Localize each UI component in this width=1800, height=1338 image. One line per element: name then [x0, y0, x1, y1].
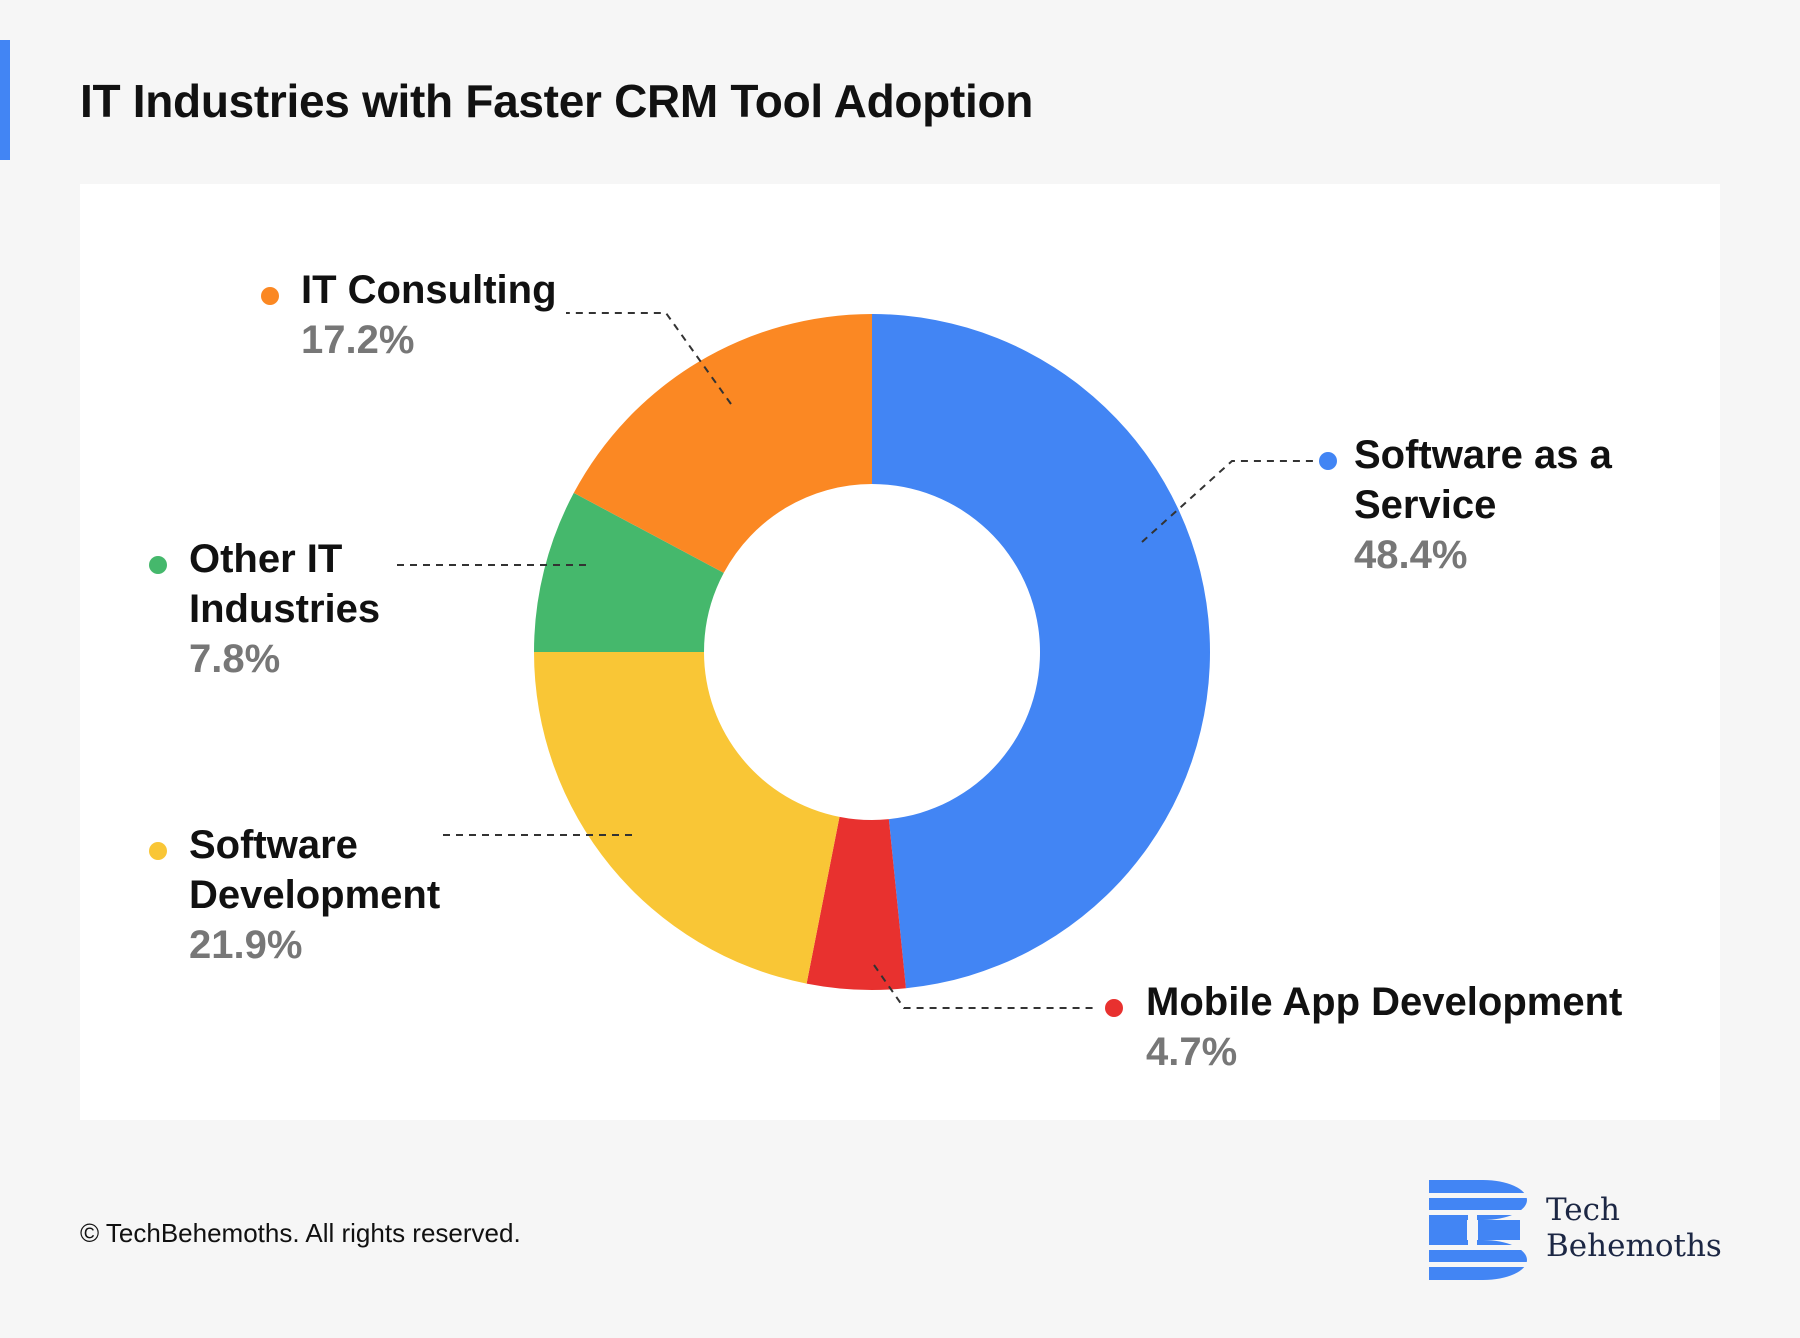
legend-label-software-as-a-service: Service	[1354, 483, 1496, 527]
data-label-software-development: 21.9%	[189, 923, 302, 967]
data-label-mobile-app-development: 4.7%	[1146, 1030, 1237, 1074]
logo-line-1: Tech	[1546, 1192, 1620, 1228]
leader-line-software-as-a-service	[1141, 460, 1314, 543]
data-label-other-it-industries: 7.8%	[189, 637, 280, 681]
legend-dot-mobile-app-development	[1105, 999, 1123, 1017]
legend-label-software-development: Software	[189, 823, 358, 867]
slice-software-as-a-service	[872, 314, 1210, 989]
slice-other-it-industries	[534, 492, 724, 652]
legend-label-software-development: Development	[189, 873, 440, 917]
leader-line-mobile-app-development	[873, 964, 1098, 1009]
slice-software-development	[534, 652, 840, 984]
legend-label-it-consulting: IT Consulting	[301, 268, 557, 312]
legend-dot-it-consulting	[261, 287, 279, 305]
data-label-software-as-a-service: 48.4%	[1354, 533, 1467, 577]
page-title: IT Industries with Faster CRM Tool Adopt…	[80, 75, 1034, 127]
legend-dot-software-development	[149, 842, 167, 860]
techbehemoths-logo-icon	[1428, 1180, 1528, 1280]
slice-mobile-app-development	[806, 816, 906, 990]
data-label-it-consulting: 17.2%	[301, 318, 414, 362]
legend-label-software-as-a-service: Software as a	[1354, 433, 1613, 477]
legend-label-other-it-industries: Other IT	[189, 537, 342, 581]
legend-label-other-it-industries: Industries	[189, 587, 380, 631]
logo-wordmark: Tech Behemoths	[1546, 1192, 1722, 1264]
copyright-text: © TechBehemoths. All rights reserved.	[80, 1218, 521, 1248]
legend-label-mobile-app-development: Mobile App Development	[1146, 980, 1622, 1024]
accent-bar	[0, 40, 10, 160]
legend-dot-other-it-industries	[149, 556, 167, 574]
logo-line-2: Behemoths	[1546, 1228, 1722, 1264]
slice-it-consulting	[573, 314, 872, 573]
legend-dot-software-as-a-service	[1319, 452, 1337, 470]
